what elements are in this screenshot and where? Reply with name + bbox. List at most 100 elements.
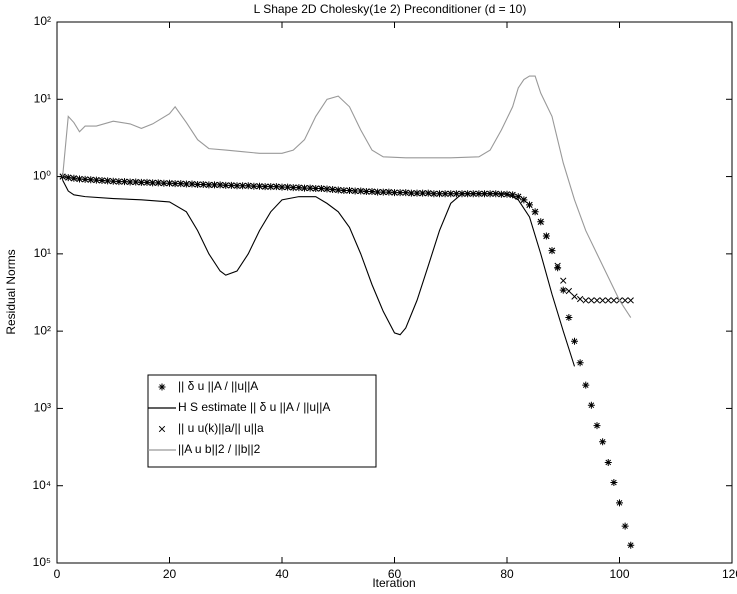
x-marker xyxy=(222,182,229,189)
x-marker xyxy=(458,190,466,197)
x-marker xyxy=(391,189,398,196)
x-marker xyxy=(183,180,190,188)
x-marker xyxy=(70,175,78,182)
x-marker xyxy=(475,190,483,197)
x-marker xyxy=(228,182,235,189)
x-marker xyxy=(610,297,618,304)
x-marker xyxy=(256,183,263,190)
y-tick-label: 10² xyxy=(34,323,51,337)
x-marker xyxy=(115,178,123,185)
x-marker xyxy=(81,176,89,183)
y-tick-label: 10³ xyxy=(34,401,51,415)
x-marker xyxy=(599,297,606,304)
x-marker xyxy=(93,176,100,184)
legend: || δ u ||A / ||u||A H S estimate || δ u |… xyxy=(148,379,330,456)
x-axis-label: Iteration xyxy=(372,576,415,590)
x-marker xyxy=(65,174,72,181)
x-marker xyxy=(481,190,488,197)
x-marker xyxy=(520,196,528,203)
x-marker xyxy=(447,190,454,197)
x-marker xyxy=(132,178,139,186)
x-marker xyxy=(413,190,421,197)
x-tick-label: 120 xyxy=(722,567,737,581)
x-marker xyxy=(205,181,213,189)
x-marker xyxy=(318,185,325,192)
x-marker xyxy=(76,175,83,183)
x-marker xyxy=(503,191,511,198)
star-marker xyxy=(559,286,567,294)
x-marker xyxy=(346,187,353,194)
x-marker xyxy=(548,247,556,254)
x-marker xyxy=(492,190,499,197)
x-marker xyxy=(216,181,224,189)
x-marker xyxy=(419,190,426,197)
x-marker xyxy=(245,182,252,189)
x-marker xyxy=(605,297,612,304)
legend-label: H S estimate || δ u ||A / ||u||A xyxy=(178,400,330,414)
x-marker xyxy=(588,297,595,304)
y-tick-label: 10¹ xyxy=(34,91,51,105)
x-marker xyxy=(290,184,297,191)
x-marker xyxy=(430,190,438,197)
x-tick-label: 40 xyxy=(275,567,289,581)
x-tick-label: 20 xyxy=(163,567,177,581)
x-marker xyxy=(351,187,359,195)
star-marker xyxy=(599,438,607,446)
x-marker xyxy=(621,297,629,304)
plot-area: 0 20 40 60 80 100 120 10² 10¹ 10⁰ 10¹ 10² 10³ 10⁴ 10⁵ xyxy=(32,14,737,581)
star-marker xyxy=(565,314,573,322)
x-marker xyxy=(509,191,516,199)
x-marker xyxy=(261,183,269,190)
x-marker xyxy=(593,297,601,304)
x-marker xyxy=(402,189,409,196)
x-marker xyxy=(278,183,286,191)
x-marker xyxy=(211,181,218,189)
x-marker xyxy=(515,193,522,200)
x-marker xyxy=(627,297,634,304)
x-marker xyxy=(436,190,443,197)
x-marker xyxy=(357,187,364,195)
x-marker xyxy=(284,183,291,191)
x-marker xyxy=(250,183,258,190)
x-marker xyxy=(565,287,573,295)
x-marker xyxy=(441,190,449,197)
x-marker xyxy=(160,180,168,187)
y-tick-label: 10² xyxy=(34,14,51,28)
x-marker xyxy=(295,184,303,191)
x-marker xyxy=(571,293,578,300)
x-marker xyxy=(453,190,460,197)
x-marker xyxy=(126,178,134,186)
x-marker xyxy=(104,177,111,185)
x-marker xyxy=(554,262,561,269)
series-line xyxy=(62,75,632,318)
x-marker xyxy=(374,188,381,196)
x-marker xyxy=(560,277,567,284)
x-marker xyxy=(340,187,348,194)
x-tick-label: 60 xyxy=(388,567,402,581)
x-marker xyxy=(531,208,539,215)
legend-label: ||A u b||2 / ||b||2 xyxy=(178,442,261,456)
x-marker xyxy=(464,190,471,197)
star-marker xyxy=(627,541,635,549)
x-marker xyxy=(425,190,432,197)
x-marker xyxy=(312,185,319,192)
y-axis-label: Residual Norms xyxy=(4,249,18,334)
legend-label: || u u(k)||a/|| u||a xyxy=(178,421,264,435)
star-marker xyxy=(616,499,623,507)
x-marker xyxy=(385,188,393,196)
x-marker xyxy=(87,176,94,183)
star-marker xyxy=(582,381,590,389)
x-marker xyxy=(121,178,128,185)
x-marker xyxy=(368,188,376,195)
y-tick-label: 10¹ xyxy=(34,246,51,260)
y-tick-label: 10⁴ xyxy=(32,478,51,492)
star-marker xyxy=(604,458,612,466)
x-marker xyxy=(171,180,179,187)
chart-title: L Shape 2D Cholesky(1e 2) Preconditioner… xyxy=(254,2,527,16)
x-marker xyxy=(143,179,151,186)
star-marker xyxy=(593,422,601,430)
x-marker xyxy=(576,295,584,303)
x-marker xyxy=(363,188,370,195)
